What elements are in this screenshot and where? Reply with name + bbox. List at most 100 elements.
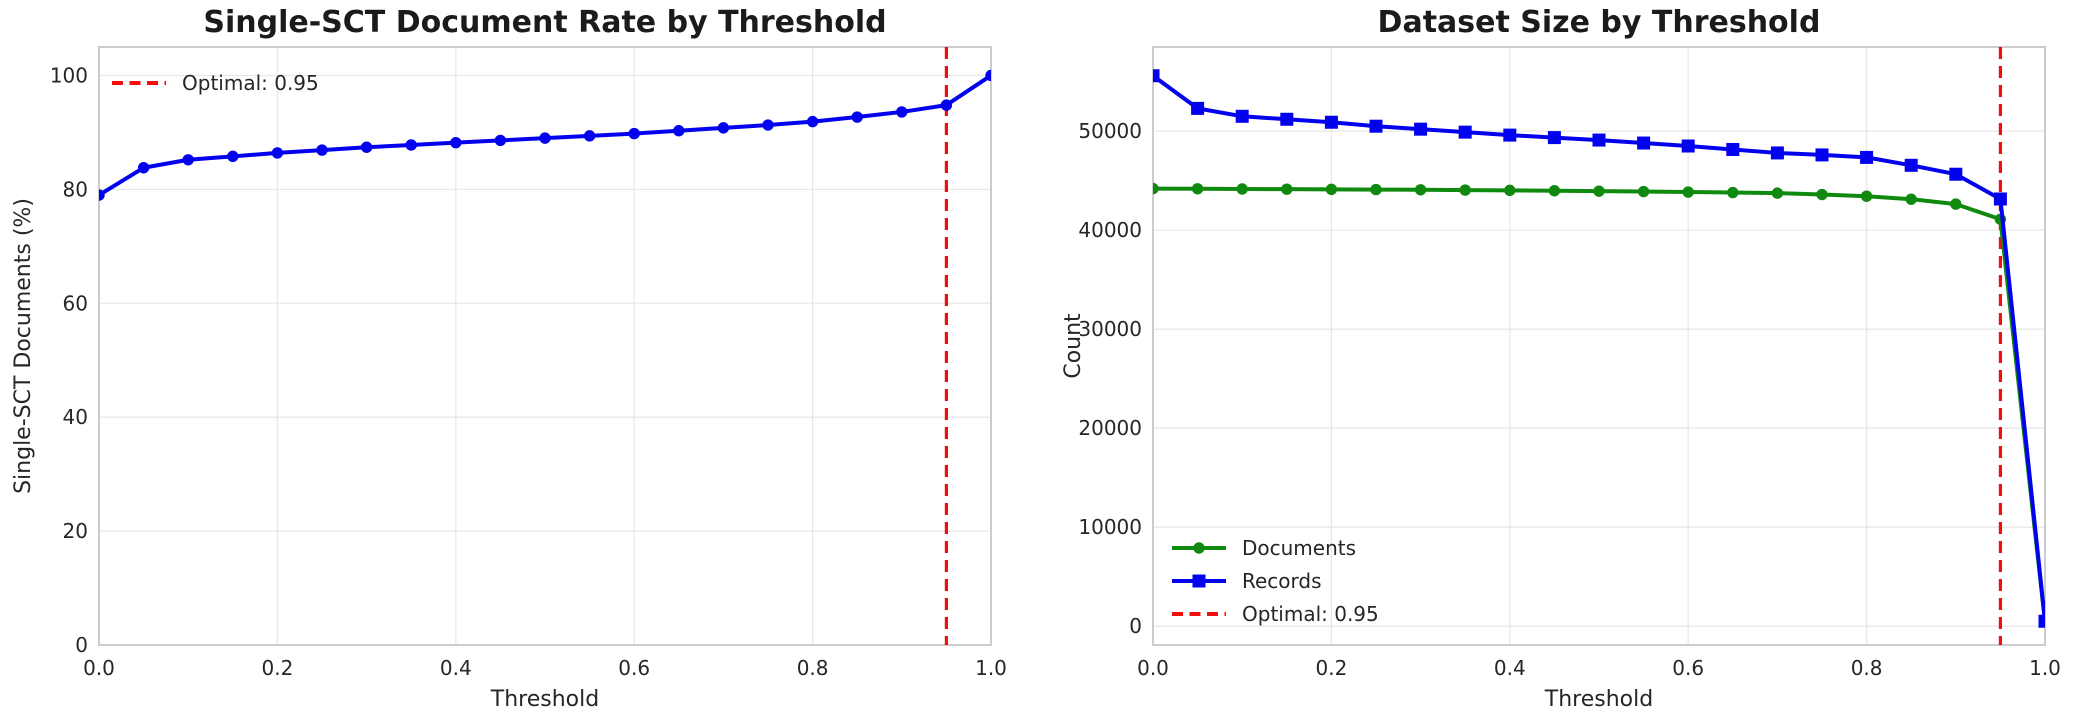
data-point-marker [762,119,774,131]
series-single-sct-rate [99,69,991,201]
data-point-marker [1949,167,1963,181]
x-tick-label: 0.4 [440,656,472,680]
x-tick-label: 1.0 [975,656,1007,680]
data-point-marker [1904,158,1918,172]
data-point-marker [450,136,462,149]
data-point-marker [316,144,328,156]
data-point-marker [227,150,239,163]
data-point-marker [985,69,991,82]
data-point-marker [896,106,908,118]
y-tick-label: 40000 [1078,218,1142,242]
data-point-marker [1414,184,1427,196]
y-tick-label: 80 [63,177,88,201]
right-xaxis-label: Threshold [1544,687,1654,712]
data-point-marker [1726,142,1740,156]
legend-label: Optimal: 0.95 [1242,601,1379,626]
data-point-marker [1236,183,1248,195]
data-point-marker [1281,183,1293,195]
y-tick-label: 60 [63,291,88,315]
left-yaxis-label: Single-SCT Documents (%) [11,198,36,494]
data-point-marker [673,125,685,137]
data-point-marker [1727,186,1739,199]
line-marker-sample [1172,574,1226,587]
data-point-marker [405,139,417,151]
data-point-marker [1593,185,1605,197]
series-records [1153,69,2045,628]
data-point-marker [1905,193,1917,205]
x-tick-label: 0.8 [797,656,829,680]
legend-label: Optimal: 0.95 [182,70,319,95]
y-tick-label: 20000 [1078,416,1142,440]
x-tick-label: 0.4 [1494,656,1526,680]
data-point-marker [360,141,373,153]
data-point-marker [1280,112,1294,126]
x-tick-label: 0.6 [1672,656,1704,680]
data-point-marker [1860,150,1874,164]
data-point-marker [1770,146,1784,160]
right-chart-title: Dataset Size by Threshold [1377,5,1821,40]
data-point-marker [271,147,284,159]
right-chart-legend: Documents Records Optimal: 0.95 [1170,531,1379,630]
data-point-marker [1548,185,1561,197]
data-point-marker [1369,119,1383,133]
data-point-marker [583,130,596,142]
y-tick-label: 40 [63,405,88,429]
legend-item-documents: Documents [1170,531,1379,564]
x-tick-label: 0.2 [261,656,293,680]
data-point-marker [940,99,953,111]
y-tick-label: 100 [50,63,88,87]
data-point-marker [851,111,863,123]
line-marker-sample [1172,541,1226,554]
y-tick-label: 0 [75,633,88,657]
data-point-marker [1504,184,1516,197]
data-point-marker [1459,184,1471,196]
data-point-marker [717,122,730,134]
data-point-marker [1771,187,1784,199]
data-point-marker [1414,122,1428,136]
data-point-marker [1153,182,1159,195]
y-tick-label: 0 [1129,614,1142,638]
data-point-marker [1153,69,1160,83]
series-documents [1153,182,2045,628]
data-point-marker [1950,198,1962,210]
data-point-marker [628,127,640,140]
legend-item-optimal-0-95: Optimal: 0.95 [110,66,319,99]
right-yaxis-label: Count [1061,313,1086,379]
axes-frame [98,46,992,646]
data-point-marker [1324,115,1338,129]
data-point-marker [137,162,150,174]
x-tick-label: 0.0 [83,656,115,680]
data-point-marker [1816,188,1828,201]
data-point-marker [1681,139,1695,153]
data-point-marker [1682,186,1694,198]
data-point-marker [1860,190,1873,202]
data-point-marker [1458,125,1472,139]
legend-item-records: Records [1170,564,1379,597]
data-point-marker [1547,131,1561,145]
data-point-marker [1191,101,1205,115]
data-point-marker [1325,183,1338,196]
data-point-marker [1592,133,1606,147]
data-point-marker [1993,192,2007,206]
data-point-marker [1235,109,1249,123]
left-xaxis-label: Threshold [490,687,600,712]
data-point-marker [1191,183,1204,195]
data-point-marker [99,189,105,201]
data-point-marker [1370,183,1382,196]
data-point-marker [1815,148,1829,162]
y-tick-label: 50000 [1078,119,1142,143]
data-point-marker [182,154,194,166]
x-tick-label: 0.2 [1315,656,1347,680]
dashed-line-sample [112,80,166,85]
dashed-line-sample [1172,611,1226,616]
data-point-marker [1637,185,1650,198]
x-tick-label: 0.6 [618,656,650,680]
legend-label: Records [1242,568,1322,593]
y-tick-label: 30000 [1078,317,1142,341]
y-tick-label: 20 [63,519,88,543]
left-chart-title: Single-SCT Document Rate by Threshold [203,5,887,40]
legend-item-optimal-0-95: Optimal: 0.95 [1170,597,1379,630]
data-point-marker [494,134,507,147]
y-tick-label: 10000 [1078,515,1142,539]
